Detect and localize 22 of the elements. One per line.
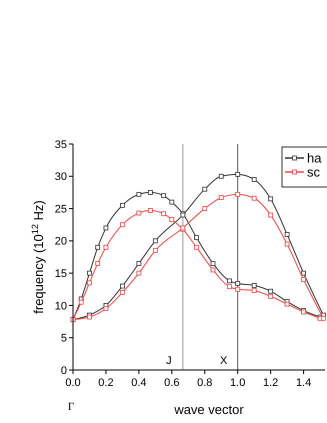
y-tick-label: 15 bbox=[54, 268, 67, 280]
x-axis-title: wave vector bbox=[173, 402, 244, 417]
y-tick-label: 30 bbox=[54, 171, 67, 184]
legend-label: ha bbox=[307, 150, 322, 166]
ref-line-label: J bbox=[166, 355, 172, 367]
x-tick-label: 1.4 bbox=[296, 377, 312, 389]
x-tick-label: 1.0 bbox=[230, 377, 246, 389]
text: Γ bbox=[68, 401, 74, 413]
x-tick-label: 1.2 bbox=[263, 377, 278, 389]
y-tick-label: 10 bbox=[54, 300, 67, 312]
x-tick-label: 0.2 bbox=[98, 377, 114, 389]
y-tick-label: 0 bbox=[60, 364, 67, 377]
ref-line-label: X bbox=[220, 355, 228, 367]
y-tick-label: 25 bbox=[54, 203, 67, 216]
x-tick-label: 0.0 bbox=[65, 377, 81, 389]
x-tick-label: 0.6 bbox=[164, 377, 180, 389]
legend-label: sc bbox=[307, 164, 320, 180]
y-tick-label: 35 bbox=[54, 138, 67, 151]
x-tick-label: 0.8 bbox=[197, 377, 212, 389]
x-tick-label: 0.4 bbox=[131, 377, 147, 389]
y-tick-label: 5 bbox=[60, 332, 67, 345]
y-tick-label: 20 bbox=[54, 236, 67, 248]
